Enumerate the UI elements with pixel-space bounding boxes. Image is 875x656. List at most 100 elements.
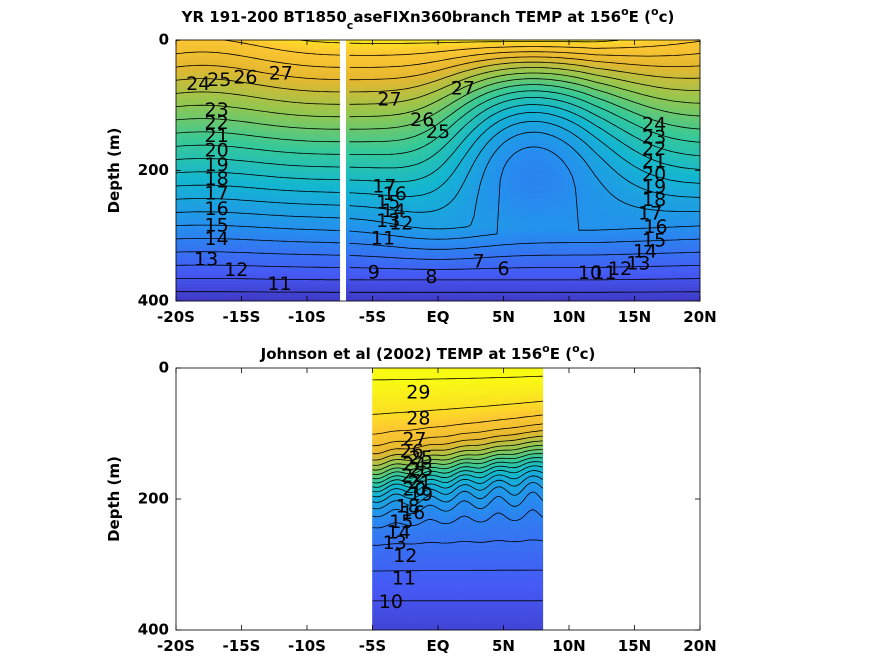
contour-line [176,264,701,270]
contour-label: 21 [205,125,229,147]
contour-label: 23 [642,126,666,148]
contour-label: 16 [401,502,425,524]
contour-line [372,461,543,488]
chart-title: Johnson et al (2002) TEMP at 156oE (oc) [260,342,596,363]
contour-line [175,67,700,105]
contour-label: 19 [642,176,666,198]
x-tick-label: 15N [618,637,651,655]
contour-label: 16 [383,183,407,205]
contour-line [372,400,543,415]
contour-line [175,56,701,81]
y-tick-label: 0 [159,31,169,49]
contour-line [372,449,543,476]
contour-line [372,444,543,471]
contour-line [372,440,543,466]
contour-line [372,457,543,484]
contour-label: 13 [626,252,650,274]
contour-label: 8 [425,266,437,288]
contour-line [175,131,701,230]
contour-label: 27 [402,429,426,451]
y-tick-label: 200 [138,161,169,179]
x-tick-label: -10S [288,308,326,326]
x-tick-label: 20N [683,308,716,326]
contour-line [372,539,543,546]
x-tick-label: EQ [427,308,450,326]
contour-label: 10 [578,262,602,284]
contour-label: 24 [186,73,210,95]
x-tick-label: 10N [552,308,585,326]
contour-label: 25 [426,121,450,143]
contour-label: 18 [396,495,420,517]
x-tick-label: 5N [492,637,515,655]
x-tick-label: 10N [552,637,585,655]
contour-label: 22 [205,112,229,134]
title-part-title_unit_end: c) [580,345,596,363]
x-tick-label: -20S [157,637,195,655]
contour-label: 11 [267,273,291,295]
contour-label: 14 [633,241,657,263]
title-part-title_sub: c [347,19,354,32]
title-part-title_sup: o [621,5,629,18]
contour-label: 24 [402,453,426,475]
title-part-title_end: E ( [550,345,572,363]
contour-label: 14 [381,200,405,222]
contour-label: 22 [401,465,425,487]
x-tick-label: -10S [288,637,326,655]
contour-line [372,509,544,529]
contour-line [175,251,701,260]
y-tick-label: 0 [159,359,169,377]
contour-line [176,291,700,293]
x-tick-label: 5N [492,308,515,326]
contour-label: 25 [207,69,231,91]
contour-label: 11 [592,262,616,284]
contour-line [175,146,701,240]
contour-label: 14 [205,228,229,250]
x-tick-label: -5S [359,308,386,326]
contour-line [372,491,544,518]
contour-label: 27 [269,62,293,84]
contour-line [175,111,701,197]
contour-line [175,78,701,130]
x-tick-label: -20S [157,308,195,326]
contour-line [372,481,544,510]
title-part-title_unit_end: c) [659,8,675,26]
contour-label: 12 [608,258,632,280]
contour-label: 29 [406,381,430,403]
contour-label: 25 [409,447,433,469]
contour-line [175,61,701,93]
contour-line [175,84,701,143]
contour-label: 20 [205,139,229,161]
contour-label: 9 [368,261,380,283]
contour-label: 12 [224,259,248,281]
contour-label: 23 [409,459,433,481]
contour-line [372,423,543,447]
contour-line [372,435,543,461]
title-part-title_unit_sup: o [572,342,580,355]
contour-label: 27 [451,77,475,99]
contour-line [372,470,543,498]
contour-label: 16 [205,198,229,220]
contour-label: 19 [409,484,433,506]
y-tick-label: 400 [138,621,169,639]
contour-label: 20 [642,164,666,186]
contour-label: 10 [379,591,403,613]
contour-label: 17 [372,175,396,197]
contour-lines [372,375,544,602]
contour-label: 15 [642,229,666,251]
title-part-title: YR 191-200 BT1850 [181,8,347,26]
contour-line [176,278,700,281]
contour-label: 21 [408,472,432,494]
contour-line [372,453,543,480]
contour-line [175,121,700,213]
contour-line [175,51,701,68]
y-axis-label: Depth (m) [105,456,123,542]
contour-label: 16 [643,216,667,238]
y-tick-label: 200 [138,490,169,508]
contour-line [372,414,543,435]
contour-label: 12 [393,545,417,567]
contour-line [372,375,543,381]
contour-label: 27 [377,89,401,111]
